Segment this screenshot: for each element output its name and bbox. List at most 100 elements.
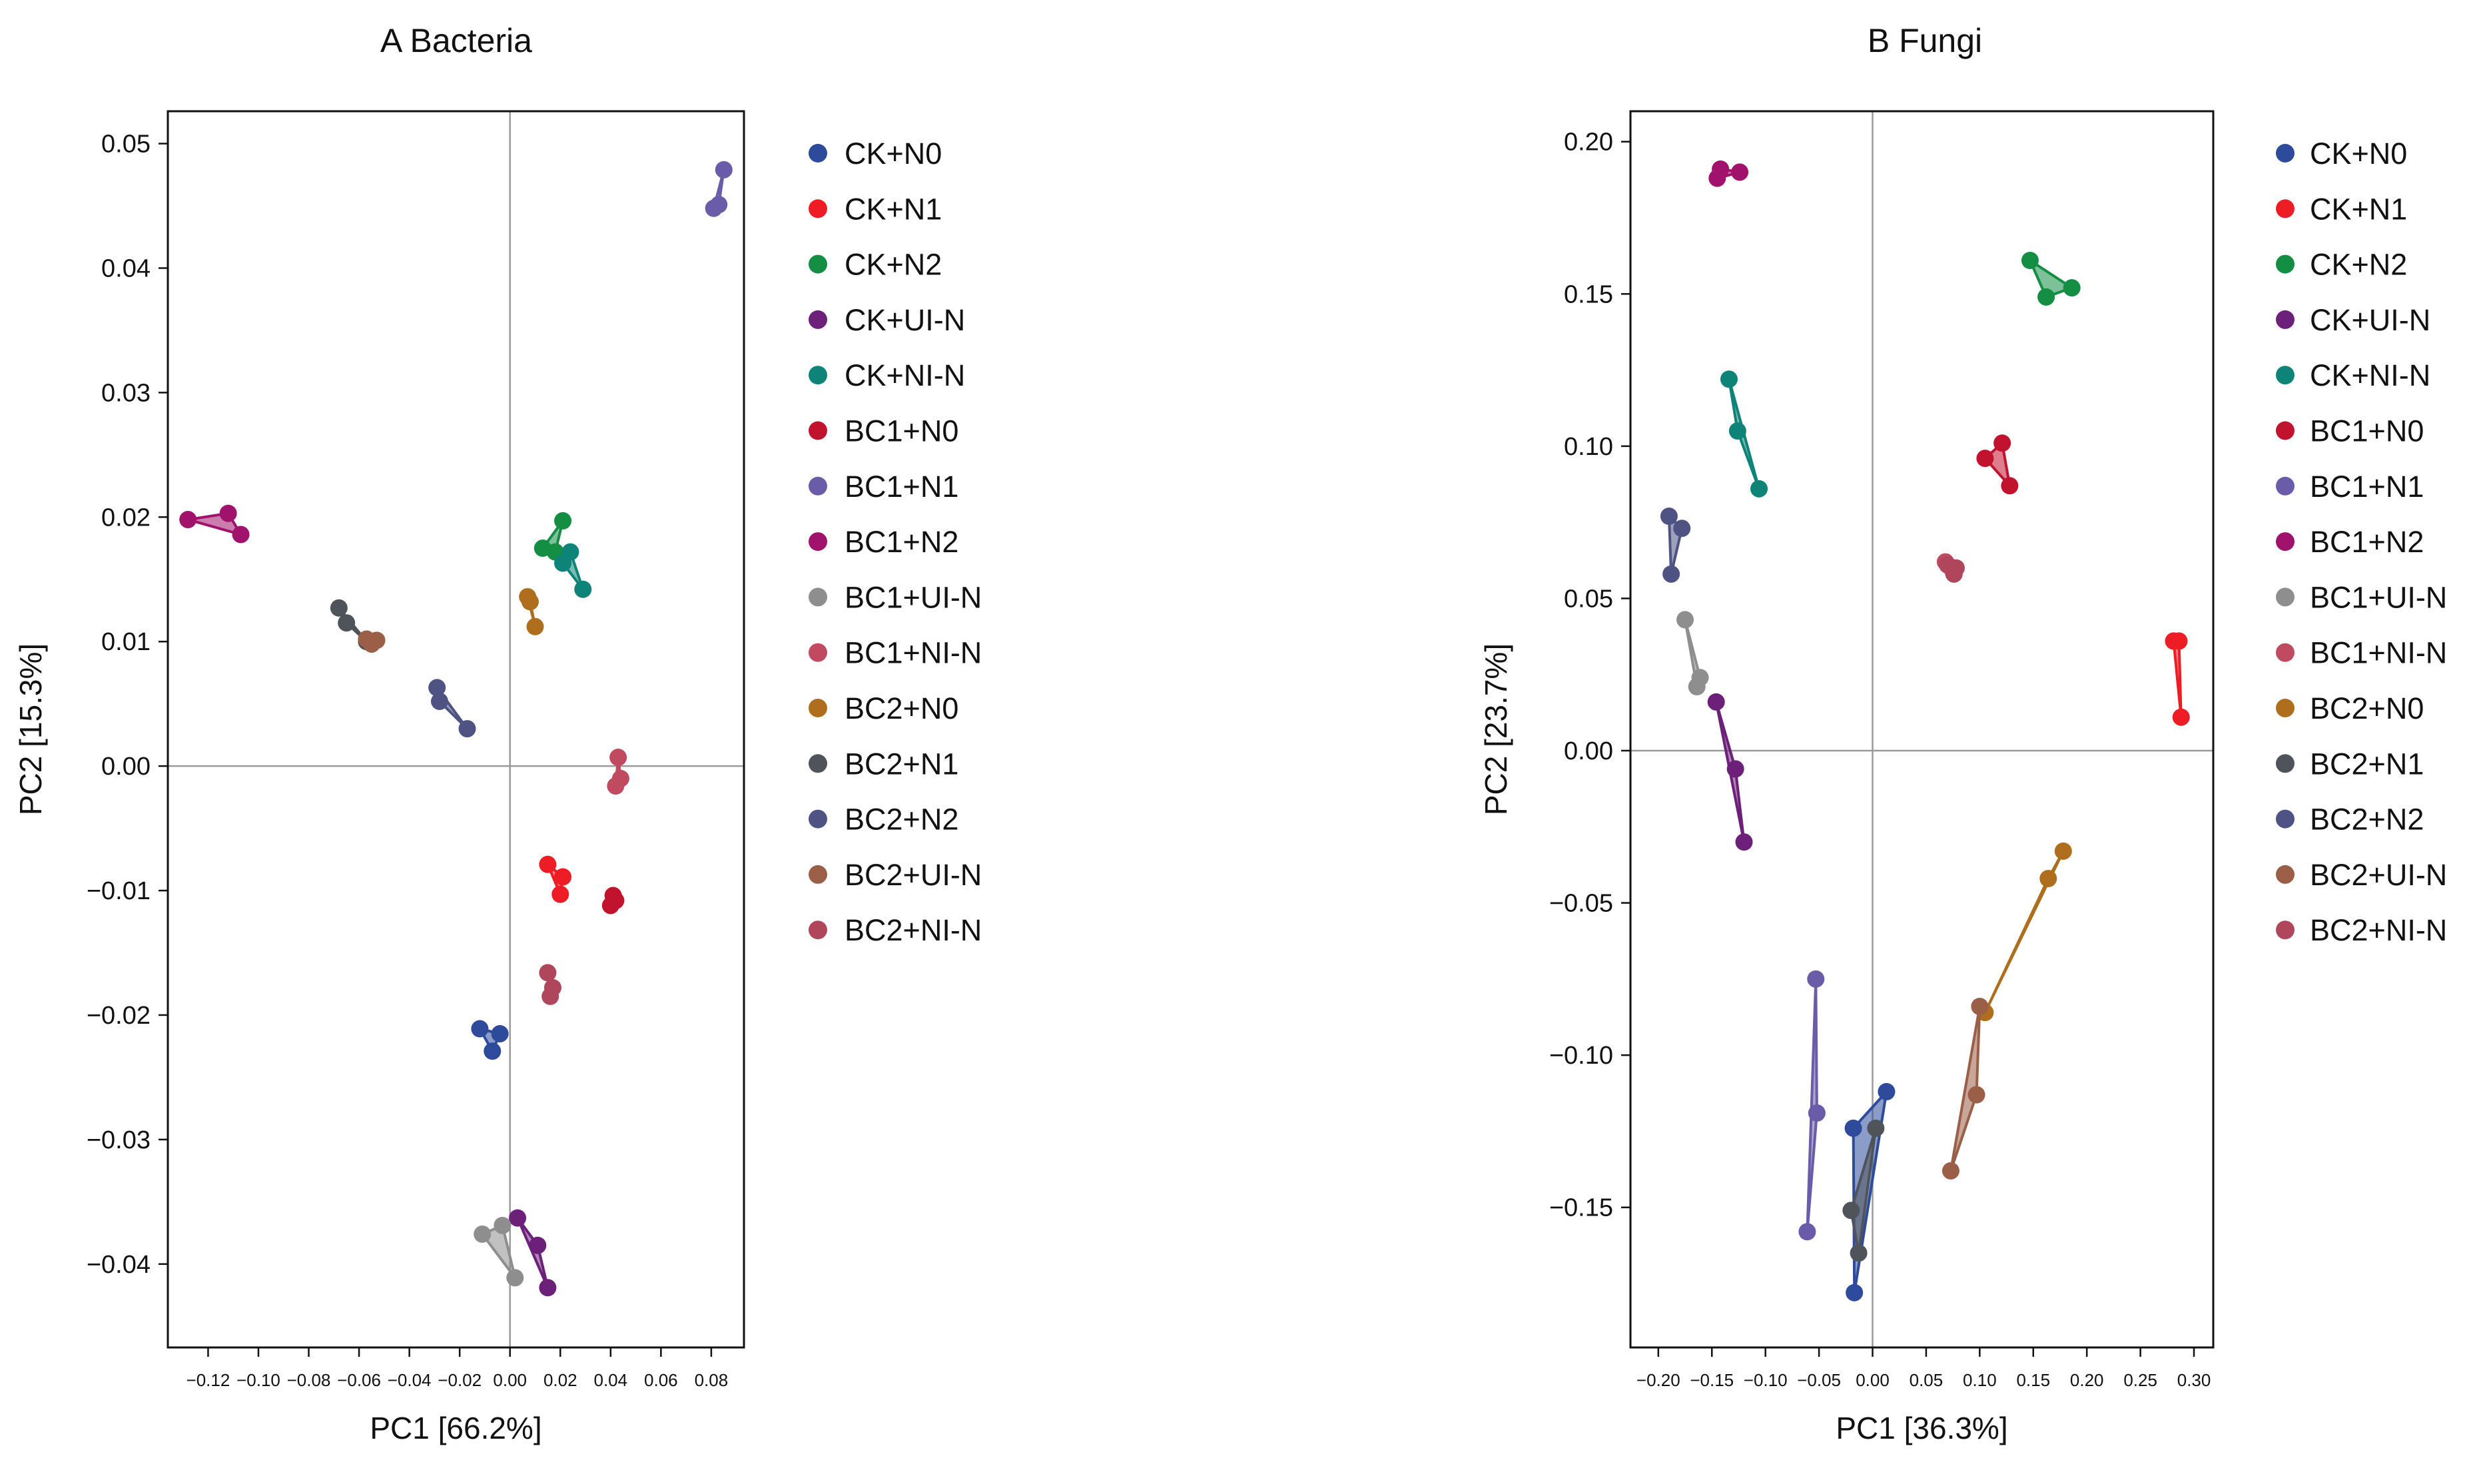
legend-label: BC1+UI-N: [845, 580, 982, 614]
data-point: [1712, 160, 1730, 178]
legend: CK+N0 CK+N1 CK+N2 CK+UI-N CK+NI-N BC1+N0 BC1+N…: [809, 137, 982, 947]
y-axis-label: PC2 [15.3%]: [13, 643, 48, 815]
x-axis-label: PC1 [36.3%]: [1836, 1411, 2007, 1445]
plot-frame: [167, 110, 745, 1349]
legend-label: CK+N0: [845, 137, 942, 171]
y-tick-label: −0.05: [1549, 890, 1613, 918]
legend-label: BC1+UI-N: [2310, 580, 2447, 614]
data-point: [219, 504, 237, 522]
legend-marker: [2276, 865, 2295, 884]
legend-marker: [2276, 643, 2295, 662]
x-tick-label: 0.25: [2123, 1370, 2157, 1390]
series-group: [1676, 611, 1709, 695]
data-point: [715, 161, 733, 179]
data-point: [2021, 252, 2039, 269]
data-point: [2170, 632, 2188, 650]
data-point: [1967, 1086, 1985, 1104]
data-point: [574, 580, 592, 598]
series-hull: [1850, 1126, 1878, 1255]
data-point: [2172, 708, 2190, 726]
x-tick-label: 0.04: [593, 1370, 627, 1390]
x-tick-label: 0.05: [1910, 1370, 1944, 1390]
data-point: [1750, 480, 1768, 498]
y-tick-label: 0.04: [101, 255, 151, 283]
data-point: [330, 599, 348, 617]
data-point: [1976, 450, 1994, 468]
legend-label: BC1+N1: [2310, 470, 2424, 504]
legend-marker: [2276, 366, 2295, 385]
legend-label: CK+N2: [845, 248, 942, 282]
data-point: [526, 617, 544, 635]
legend-marker: [2276, 754, 2295, 773]
data-point: [539, 964, 557, 982]
data-point: [1993, 434, 2011, 452]
x-tick-label: −0.10: [1744, 1370, 1788, 1390]
legend-marker: [809, 366, 827, 385]
x-tick-label: −0.15: [1690, 1370, 1734, 1390]
x-tick-label: 0.00: [1856, 1370, 1890, 1390]
data-point: [554, 512, 572, 530]
data-point: [529, 1236, 547, 1254]
fungi-panel: B Fungi −0.20 −0.15 −0.10 −0.05 0.00 0.05 0.10 0…: [1479, 22, 2447, 1445]
data-point: [521, 593, 539, 611]
series-hull: [1949, 1005, 1981, 1172]
series-group: [1842, 1119, 1885, 1262]
legend-label: BC2+UI-N: [2310, 858, 2447, 892]
data-point: [179, 511, 197, 529]
legend-label: BC1+N0: [2310, 414, 2424, 448]
data-point: [1660, 508, 1678, 525]
legend-marker: [809, 921, 827, 940]
data-point: [471, 1020, 489, 1038]
x-tick-label: −0.06: [337, 1370, 381, 1390]
data-point: [1878, 1083, 1896, 1100]
data-point: [1728, 422, 1746, 440]
legend-marker: [2276, 254, 2295, 274]
legend-label: BC2+N0: [2310, 691, 2424, 725]
y-tick-label: −0.10: [1549, 1042, 1613, 1070]
legend-label: BC1+NI-N: [845, 636, 982, 670]
legend-marker: [2276, 144, 2295, 163]
x-tick-label: −0.05: [1797, 1370, 1841, 1390]
series-group: [1707, 693, 1753, 851]
data-point: [1798, 1223, 1816, 1241]
series-group: [1942, 998, 1989, 1180]
series-group: [554, 543, 592, 598]
legend-label: BC1+N2: [845, 525, 958, 559]
y-tick-label: 0.02: [101, 504, 151, 532]
legend: CK+N0 CK+N1 CK+N2 CK+UI-N CK+NI-N BC1+N0 BC1+N…: [2276, 137, 2447, 947]
data-point: [494, 1216, 512, 1234]
legend-marker: [2276, 310, 2295, 329]
data-point: [362, 635, 380, 653]
x-tick-label: 0.08: [695, 1370, 729, 1390]
legend-label: BC2+UI-N: [845, 858, 982, 892]
y-tick-label: −0.01: [87, 877, 151, 905]
series-group: [1720, 370, 1768, 498]
series-group: [1660, 508, 1691, 583]
data-point: [1735, 833, 1753, 851]
legend-marker: [809, 254, 827, 274]
data-point: [491, 1024, 509, 1042]
data-point: [509, 1209, 527, 1227]
series-group: [471, 1020, 509, 1060]
series-group: [509, 1209, 557, 1297]
legend-marker: [809, 643, 827, 662]
y-tick-label: −0.03: [87, 1126, 151, 1154]
series-group: [2165, 632, 2190, 726]
data-point: [1808, 1104, 1826, 1122]
legend-label: CK+NI-N: [845, 358, 965, 392]
series-group: [601, 887, 625, 915]
data-point: [1707, 693, 1725, 711]
data-point: [1691, 669, 1709, 687]
series-group: [1708, 160, 1749, 187]
data-point: [1842, 1202, 1860, 1220]
x-axis-label: PC1 [66.2%]: [370, 1411, 541, 1445]
series-group: [539, 964, 561, 1005]
legend-label: CK+N1: [2310, 192, 2407, 226]
data-point: [506, 1269, 524, 1287]
data-point: [1807, 970, 1825, 988]
legend-marker: [2276, 421, 2295, 440]
data-point: [607, 891, 625, 909]
data-point: [551, 885, 569, 903]
series-hull: [2029, 259, 2073, 298]
